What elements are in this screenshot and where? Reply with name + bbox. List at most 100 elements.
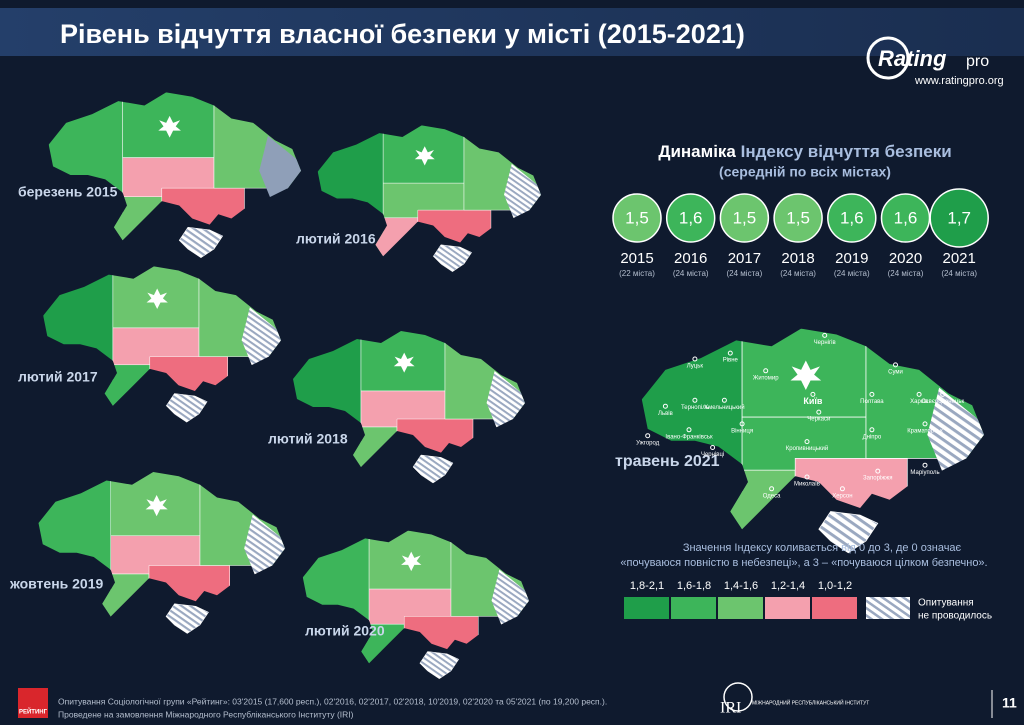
city-dot [893, 362, 898, 368]
city-dot [810, 391, 816, 397]
city-dot [839, 486, 845, 492]
map-label: лютий 2017 [18, 369, 98, 385]
kyiv-mark [790, 360, 822, 390]
city-label: Кропивницький [786, 445, 829, 452]
legend-label: 1,4-1,6 [724, 580, 758, 592]
index-value: 1,5 [786, 208, 810, 227]
city-label: Чернігів [814, 340, 836, 346]
city-dot [645, 433, 651, 439]
legend-swatch [866, 597, 910, 619]
map-label: березень 2015 [18, 184, 118, 200]
year: 2017 [728, 250, 761, 267]
map-label: травень 2021 [615, 453, 720, 470]
kyiv-mark [146, 288, 168, 310]
city-count: (24 міста) [941, 269, 977, 278]
city-dot [721, 397, 727, 403]
header-bar [0, 8, 1024, 56]
city-label: Вінниця [731, 428, 753, 434]
city-dot [816, 409, 822, 415]
index-circle [665, 193, 716, 243]
city-dot [869, 391, 875, 397]
city-label: Суми [888, 369, 903, 375]
city-count: (22 міста) [619, 269, 655, 278]
crimea [165, 603, 209, 634]
map-label: жовтень 2019 [9, 576, 104, 592]
kyiv-mark [158, 115, 181, 138]
legend-swatch [718, 597, 763, 619]
legend-label: 1,2-1,4 [771, 580, 805, 592]
year: 2018 [781, 250, 814, 267]
city-label: Львів [658, 411, 673, 417]
crimea [432, 244, 473, 272]
index-value: 1,6 [894, 208, 918, 227]
logo-brand: Rating [878, 46, 947, 71]
index-circle [827, 193, 877, 243]
city-label: Івано-Франківськ [665, 434, 713, 440]
city-label: Полтава [860, 399, 884, 405]
map-label: лютий 2018 [268, 431, 348, 447]
index-value: 1,6 [840, 208, 864, 227]
city-count: (24 міста) [834, 269, 870, 278]
city-dot [692, 397, 698, 403]
dynamics-circles: 1,5 2015 (22 міста) 1,6 2016 (24 міста) 1,5 201… [612, 188, 989, 278]
page-number: 11 [1002, 695, 1017, 711]
year: 2021 [943, 250, 976, 267]
index-circle [612, 193, 662, 243]
city-labels: Луцьк Рівне Житомир Київ Чернігів Суми Харків П… [636, 332, 964, 499]
city-label: Харків [910, 399, 928, 405]
city-dot [692, 356, 698, 362]
city-dot [869, 427, 875, 433]
legend-note: Значення Індексу коливається від 0 до 3,… [683, 542, 962, 554]
city-dot [763, 368, 769, 374]
index-value: 1,5 [625, 208, 649, 227]
city-label: Ужгород [636, 440, 660, 446]
logo-suffix: pro [966, 53, 989, 70]
city-label: Черкаси [807, 417, 830, 423]
legend-label: 1,0-1,2 [818, 580, 852, 592]
city-label: Краматорськ [907, 428, 943, 434]
year: 2019 [835, 250, 868, 267]
logo-ring [866, 36, 910, 80]
index-value: 1,5 [733, 208, 757, 227]
title: Рівень відчуття власної безпеки у місті … [60, 19, 745, 49]
iri: IRI [720, 700, 741, 717]
city-label: Одеса [763, 493, 781, 499]
logo-url: www.ratingpro.org [914, 75, 1004, 87]
index-circle [929, 188, 989, 248]
legend-swatch [812, 597, 857, 619]
source: Проведене на замовлення Міжнародного Рес… [58, 709, 354, 719]
city-label: Луцьк [687, 364, 704, 370]
legend: 1,8-2,1 1,6-1,8 1,4-1,6 1,2-1,4 1,0-1,2 [624, 580, 857, 619]
year: 2016 [674, 250, 707, 267]
crimea [412, 454, 454, 484]
dynamics-title-bold: Динаміка [658, 142, 736, 161]
legend-note: «почуваюся повністю в небезпеці», а 3 – … [620, 557, 987, 569]
iri-globe [723, 682, 753, 712]
index-circle [719, 193, 770, 243]
city-label: Рівне [723, 358, 739, 364]
dynamics-subtitle: (середній по всіх містах) [719, 164, 891, 180]
city-label: Сєвєродонецьк [921, 399, 964, 405]
map-label: лютий 2020 [305, 623, 385, 639]
city-label: Житомир [753, 375, 779, 381]
index-circle [773, 193, 823, 243]
city-dot [922, 462, 928, 468]
index-value: 1,7 [947, 208, 971, 227]
legend-label: не проводилось [918, 611, 992, 622]
iri-text: МІЖНАРОДНИЙ РЕСПУБЛІКАНСЬКИЙ ІНСТИТУТ [752, 698, 869, 706]
city-dot [916, 391, 922, 397]
kyiv-mark [145, 494, 168, 517]
kyiv-mark [401, 551, 422, 572]
kyiv-mark [414, 146, 435, 166]
badge-text: РЕЙТИНГ [19, 708, 48, 716]
legend-swatch [765, 597, 810, 619]
city-label: Київ [803, 396, 823, 406]
city-count: (24 міста) [780, 269, 816, 278]
city-dot [710, 445, 716, 450]
legend-swatch [624, 597, 669, 619]
city-label: Херсон [832, 493, 852, 499]
city-label: Чернівці [701, 452, 724, 458]
crimea [178, 226, 224, 259]
city-dot [662, 403, 668, 409]
